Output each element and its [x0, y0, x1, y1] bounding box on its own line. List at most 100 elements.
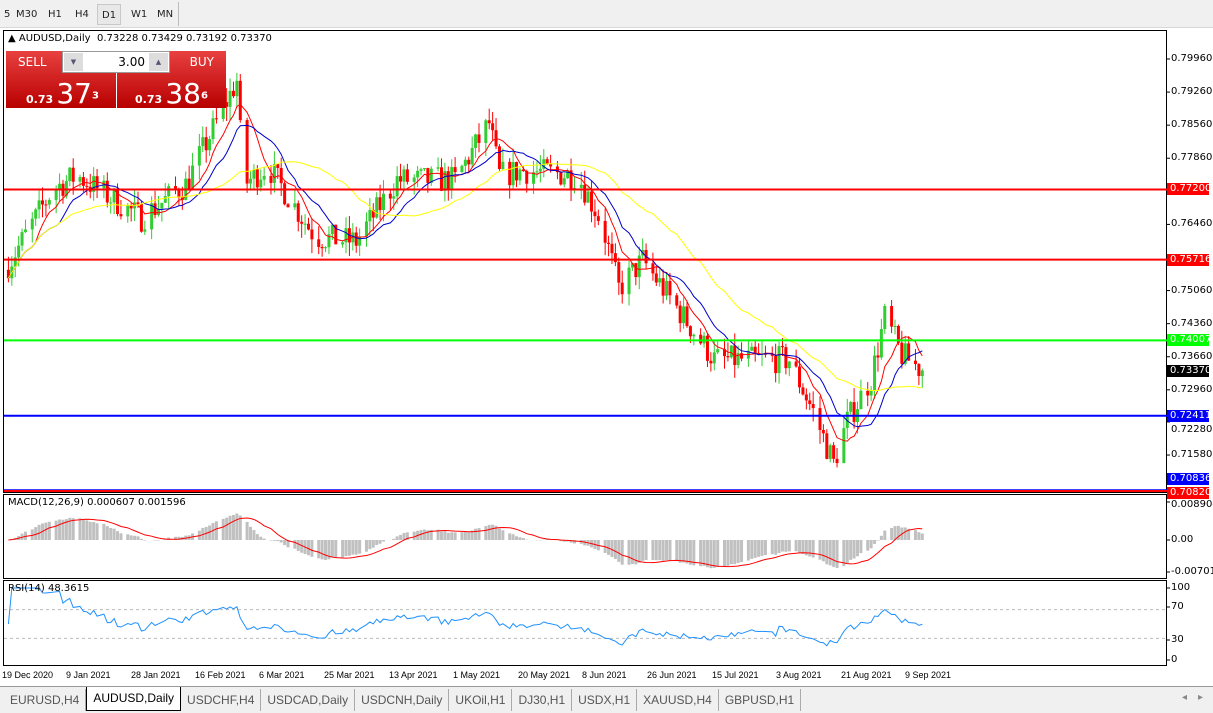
macd-histogram-bar [484, 526, 488, 540]
timeframe-W1[interactable]: W1 [131, 9, 148, 20]
macd-histogram-bar [133, 535, 137, 540]
candle-body [661, 278, 665, 296]
timeframe-H1[interactable]: H1 [48, 9, 62, 20]
macd-histogram-bar [842, 540, 846, 567]
date-tick: 9 Jan 2021 [66, 670, 111, 680]
candle-body [835, 458, 839, 464]
macd-histogram-bar [429, 529, 433, 540]
macd-histogram-bar [763, 540, 767, 555]
volume-decrease-button[interactable]: ▼ [64, 53, 83, 71]
rsi-panel[interactable] [3, 580, 1167, 666]
date-tick: 8 Jun 2021 [582, 670, 627, 680]
macd-histogram-bar [726, 540, 730, 566]
candle-body [109, 202, 113, 204]
candle-body [371, 210, 375, 218]
tab-usdx-h1[interactable]: USDX,H1 [572, 689, 638, 711]
macd-histogram-bar [890, 527, 894, 540]
candle-body [197, 146, 201, 166]
collapse-icon[interactable]: ▲ [8, 33, 16, 44]
scroll-right-icon[interactable]: ▸ [1198, 692, 1204, 703]
macd-histogram-bar [330, 540, 334, 558]
buy-button[interactable]: BUY 0.73 386 [117, 51, 226, 110]
tab-eurusd-h4[interactable]: EURUSD,H4 [4, 689, 87, 711]
macd-histogram-bar [920, 533, 924, 540]
candle-body [252, 169, 256, 179]
candle-body [436, 167, 440, 169]
candle-body [17, 245, 21, 258]
volume-increase-button[interactable]: ▲ [149, 53, 168, 71]
candle-body [296, 203, 300, 222]
candle-body [129, 205, 133, 209]
macd-histogram-bar [436, 529, 440, 540]
macd-histogram-bar [794, 540, 798, 552]
candle-body [327, 234, 331, 248]
candle-body [658, 278, 662, 283]
candle-body [866, 390, 870, 396]
tab-audusd-daily[interactable]: AUDUSD,Daily [86, 687, 182, 711]
macd-histogram-bar [491, 524, 495, 540]
level-price-label: 0.70820 [1167, 486, 1211, 499]
macd-tick: -0.007013 [1171, 566, 1213, 577]
date-tick: 13 Apr 2021 [389, 670, 438, 680]
tab-dj30-h1[interactable]: DJ30,H1 [512, 689, 573, 711]
candle-body [869, 390, 873, 396]
tab-gbpusd-h1[interactable]: GBPUSD,H1 [719, 689, 802, 711]
candle-body [716, 349, 720, 353]
macd-histogram-bar [419, 530, 423, 540]
timeframe-toolbar: 5 M30 H1 H4 D1 W1 MN [0, 0, 1213, 28]
macd-histogram-bar [750, 540, 754, 559]
macd-histogram-bar [64, 519, 68, 540]
candle-body [191, 165, 195, 189]
tab-usdcad-daily[interactable]: USDCAD,Daily [261, 689, 356, 711]
timeframe-D1[interactable]: D1 [97, 4, 122, 25]
candle-body [569, 170, 573, 189]
tab-xauusd-h4[interactable]: XAUUSD,H4 [637, 689, 719, 711]
timeframe-MN[interactable]: MN [157, 9, 174, 20]
macd-histogram-bar [774, 540, 778, 555]
date-tick: 20 May 2021 [518, 670, 571, 680]
timeframe-5[interactable]: 5 [4, 9, 11, 20]
candle-body [907, 343, 911, 361]
candle-body [344, 228, 348, 243]
rsi-tick: 30 [1171, 634, 1184, 645]
macd-histogram-bar [208, 525, 212, 540]
tab-ukoil-h1[interactable]: UKOil,H1 [449, 689, 513, 711]
date-tick: 28 Jan 2021 [131, 670, 181, 680]
macd-histogram-bar [116, 531, 120, 540]
tab-usdchf-h4[interactable]: USDCHF,H4 [181, 689, 262, 711]
candle-body [893, 325, 897, 327]
timeframe-M30[interactable]: M30 [16, 9, 38, 20]
price-tick: 0.72280 [1171, 423, 1213, 435]
candle-body [729, 345, 733, 358]
ma-mid-line [7, 124, 923, 428]
candle-body [596, 216, 600, 221]
candle-body [477, 134, 481, 143]
scroll-left-icon[interactable]: ◂ [1182, 692, 1188, 703]
macd-histogram-bar [358, 540, 362, 554]
candle-body [733, 345, 737, 366]
candle-body [293, 203, 297, 208]
timeframe-H4[interactable]: H4 [75, 9, 89, 20]
candle-body [723, 349, 727, 357]
candle-body [903, 343, 907, 364]
candle-body [317, 239, 321, 247]
one-click-trading-panel: SELL 0.73 373 BUY 0.73 386 ▼ 3.00 ▲ [6, 51, 226, 110]
macd-histogram-bar [382, 540, 386, 542]
candle-body [392, 196, 396, 199]
macd-histogram-bar [515, 536, 518, 540]
macd-histogram-bar [235, 513, 239, 540]
volume-field[interactable]: ▼ 3.00 ▲ [62, 51, 170, 73]
ma-slow-line [7, 161, 923, 392]
candle-body [208, 139, 212, 151]
macd-histogram-bar [637, 540, 641, 563]
macd-histogram-bar [913, 530, 917, 540]
candle-body [654, 273, 658, 283]
tab-usdcnh-daily[interactable]: USDCNH,Daily [355, 689, 450, 711]
volume-value[interactable]: 3.00 [118, 55, 145, 69]
macd-histogram-bar [310, 540, 314, 557]
candle-body [463, 159, 467, 166]
macd-histogram-bar [238, 515, 242, 540]
candle-body [763, 353, 767, 355]
candle-body [668, 280, 672, 296]
macd-histogram-bar [95, 523, 99, 540]
